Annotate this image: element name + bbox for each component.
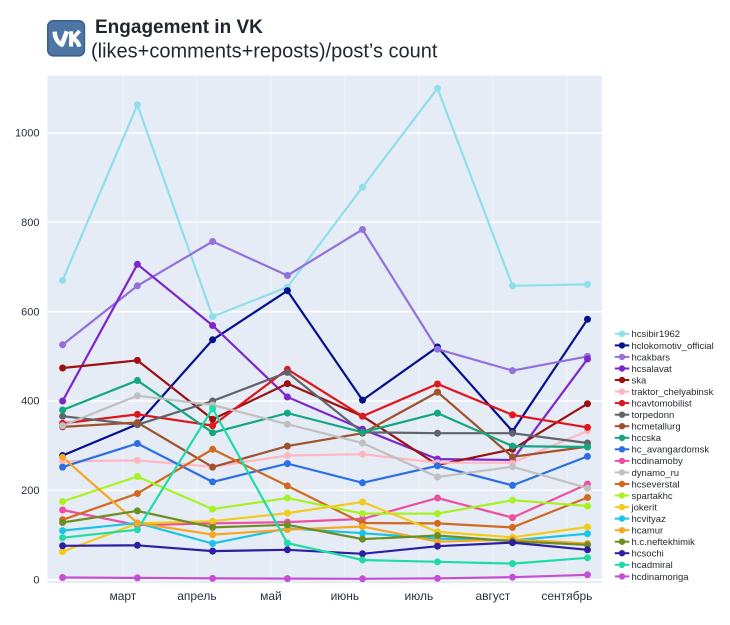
svg-text:200: 200 (21, 485, 39, 497)
svg-text:hccska: hccska (632, 433, 662, 444)
svg-text:март: март (109, 589, 136, 603)
svg-text:hcdinamoriga: hcdinamoriga (632, 572, 690, 583)
svg-text:август: август (476, 589, 511, 603)
svg-text:hcamur: hcamur (632, 526, 664, 537)
svg-text:hcakbars: hcakbars (632, 352, 671, 363)
svg-text:traktor_chelyabinsk: traktor_chelyabinsk (632, 387, 714, 398)
svg-text:hcadmiral: hcadmiral (632, 560, 673, 571)
svg-text:(likes+comments+reposts)/post’: (likes+comments+reposts)/post’s count (91, 41, 438, 63)
svg-text:hc_avangardomsk: hc_avangardomsk (632, 445, 710, 456)
svg-text:hcsochi: hcsochi (632, 549, 664, 560)
svg-text:апрель: апрель (177, 589, 216, 603)
svg-text:hcvityaz: hcvityaz (632, 514, 667, 525)
svg-text:hcseverstal: hcseverstal (632, 479, 680, 490)
svg-text:сентябрь: сентябрь (541, 589, 592, 603)
svg-text:Engagement in VK: Engagement in VK (95, 17, 263, 38)
svg-text:июнь: июнь (331, 589, 360, 603)
svg-text:800: 800 (21, 217, 39, 229)
svg-text:hcdinamoby: hcdinamoby (632, 456, 683, 467)
svg-text:1000: 1000 (15, 128, 39, 140)
svg-text:h.c.neftekhimik: h.c.neftekhimik (632, 537, 696, 548)
svg-text:hclokomotiv_official: hclokomotiv_official (632, 341, 714, 352)
svg-text:spartakhc: spartakhc (632, 491, 673, 502)
svg-text:май: май (260, 589, 282, 603)
svg-text:hcmetallurg: hcmetallurg (632, 422, 681, 433)
svg-text:600: 600 (21, 306, 39, 318)
svg-text:июль: июль (405, 589, 434, 603)
svg-text:hcavtomobilist: hcavtomobilist (632, 399, 693, 410)
svg-text:jokerit: jokerit (631, 502, 658, 513)
svg-text:hcsibir1962: hcsibir1962 (632, 329, 681, 340)
svg-text:400: 400 (21, 396, 39, 408)
svg-text:hcsalavat: hcsalavat (632, 364, 672, 375)
svg-text:0: 0 (33, 574, 39, 586)
svg-text:torpedonn: torpedonn (632, 410, 675, 421)
svg-text:dynamo_ru: dynamo_ru (632, 468, 680, 479)
svg-text:ska: ska (632, 375, 648, 386)
